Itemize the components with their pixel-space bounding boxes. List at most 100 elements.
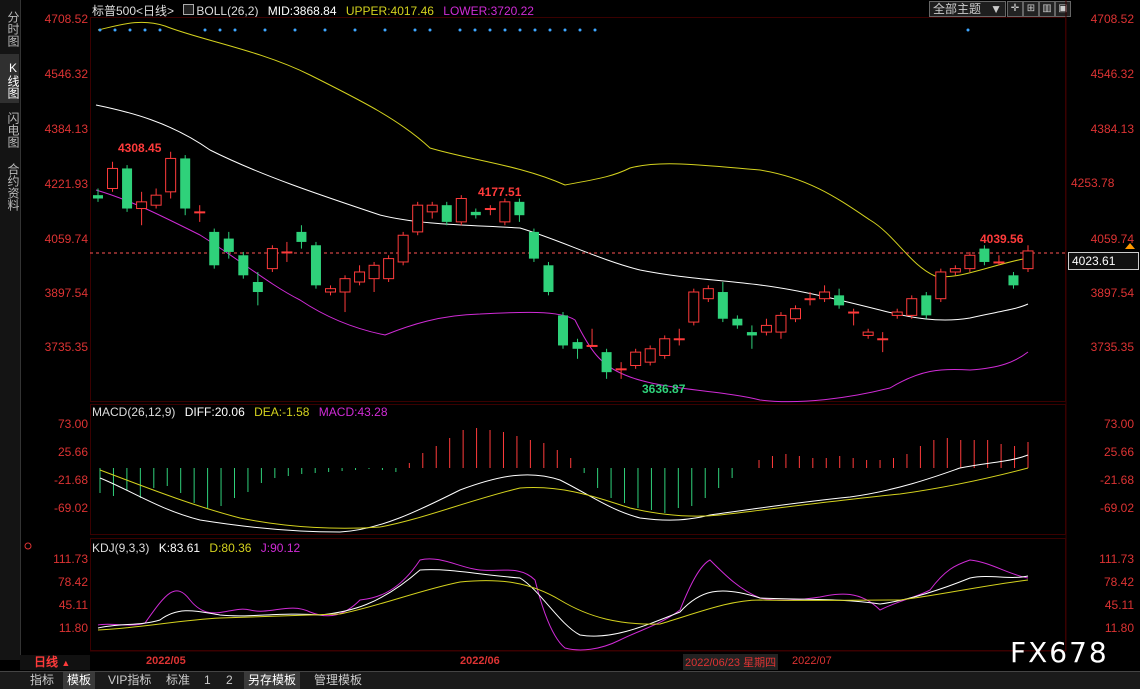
instrument-name: 标普500 xyxy=(92,4,137,18)
candle-body-down xyxy=(746,332,757,336)
signal-dot xyxy=(218,28,222,32)
candle-body-down xyxy=(572,342,583,349)
tab-templates[interactable]: 模板 xyxy=(63,672,96,689)
macd-axis-left-2: 25.66 xyxy=(57,445,88,459)
kdj-axis-left-3: 45.11 xyxy=(58,598,88,612)
main-axis-left-4: 4221.93 xyxy=(44,177,88,191)
kdj-axis-left-2: 78.42 xyxy=(57,575,88,589)
tab-standard[interactable]: 标准 xyxy=(166,673,191,687)
kdj-d-line xyxy=(97,579,1029,631)
candle-body-up xyxy=(455,198,467,223)
kdj-j: J:90.12 xyxy=(260,541,301,555)
tab-contract-info[interactable]: 合约资料 xyxy=(6,163,20,211)
candle-body-down xyxy=(558,315,568,346)
kdj-k: K:83.61 xyxy=(158,541,201,555)
candle-body-up xyxy=(804,298,816,301)
candle-body-up xyxy=(615,368,627,371)
x-label-july: 2022/07 xyxy=(792,655,832,667)
signal-dot xyxy=(233,28,237,32)
candle-body-up xyxy=(383,258,395,280)
tab-indicators[interactable]: 指标 xyxy=(30,673,55,687)
candle-body-up xyxy=(993,261,1005,264)
signal-dot xyxy=(413,28,417,32)
candlesticks xyxy=(93,151,1034,379)
macd-title[interactable]: MACD(26,12,9) xyxy=(92,405,176,419)
signal-dot xyxy=(533,28,537,32)
tab-save-template[interactable]: 另存模板 xyxy=(244,672,301,689)
candle-body-down xyxy=(834,295,845,306)
chevron-down-icon: ▼ xyxy=(990,2,1002,16)
tab-one[interactable]: 1 xyxy=(204,673,211,687)
candle-body-up xyxy=(266,248,278,270)
tab-two[interactable]: 2 xyxy=(226,673,233,687)
candle-body-up xyxy=(862,331,874,336)
period-tag: <日线> xyxy=(136,4,175,18)
candle-body-up xyxy=(586,344,598,347)
chart-canvas: 4308.45 4177.51 3636.87 4039.56 xyxy=(24,0,1135,652)
triangle-up-icon: ▲ xyxy=(61,658,71,668)
tab-timeshare[interactable]: 分时图 xyxy=(6,11,20,47)
boll-upper: UPPER:4017.46 xyxy=(345,4,434,18)
candle-body-up xyxy=(339,278,351,293)
candle-body-down xyxy=(979,248,990,262)
main-chart-header: 标普500<日线> BOLL(26,2) MID:3868.84 UPPER:4… xyxy=(92,2,540,19)
annotation-last-high: 4039.56 xyxy=(980,232,1024,246)
candle-body-up xyxy=(136,201,148,210)
left-tab-bar: 分时图 K线图 闪电图 合约资料 xyxy=(0,0,21,660)
kdj-settings-icon xyxy=(24,542,32,550)
kdj-k-line xyxy=(97,569,1029,637)
candle-body-down xyxy=(601,352,612,373)
crosshair-icon[interactable]: ✛ xyxy=(1007,1,1023,17)
boll-mid: MID:3868.84 xyxy=(267,4,337,18)
kdj-j-line xyxy=(97,558,1029,651)
signal-dot xyxy=(593,28,597,32)
signal-dot xyxy=(428,28,432,32)
candle-body-up xyxy=(165,157,177,193)
indicator-settings-icon[interactable] xyxy=(183,4,195,15)
boll-mid-line xyxy=(95,104,1029,321)
theme-select-label: 全部主题 xyxy=(933,2,982,16)
candle-body-up xyxy=(790,308,801,320)
candle-body-down xyxy=(180,158,191,209)
fullscreen-icon[interactable]: ▣ xyxy=(1055,1,1071,17)
tab-vip-indicators[interactable]: VIP指标 xyxy=(108,673,152,687)
signal-dot xyxy=(383,28,387,32)
tab-kline[interactable]: K线图 xyxy=(0,54,20,103)
tab-manage-templates[interactable]: 管理模板 xyxy=(314,673,363,687)
candle-body-up xyxy=(659,338,671,356)
layout-icon[interactable]: ▥ xyxy=(1039,1,1055,17)
theme-select[interactable]: 全部主题 ▼ xyxy=(929,1,1006,17)
main-axis-left-5: 4059.74 xyxy=(44,232,88,246)
tab-lightning[interactable]: 闪电图 xyxy=(6,112,20,148)
main-axis-left-7: 3735.35 xyxy=(44,340,88,354)
kdj-axis-label-2: 78.42 xyxy=(1103,575,1134,589)
macd-axis-left-1: 73.00 xyxy=(57,417,88,431)
signal-dot xyxy=(548,28,552,32)
macd-dea-line xyxy=(99,467,1029,529)
macd-panel-border xyxy=(90,404,1066,535)
macd-axis-label-2: 25.66 xyxy=(1103,445,1134,459)
kdj-title[interactable]: KDJ(9,3,3) xyxy=(92,541,150,555)
current-price-box: 4023.61 xyxy=(1068,252,1139,270)
kdj-axis-label-1: 111.73 xyxy=(1099,552,1134,566)
annotation-low: 3636.87 xyxy=(642,382,686,396)
candle-body-down xyxy=(93,195,103,199)
candle-body-up xyxy=(702,288,714,300)
macd-axis-label-4: -69.02 xyxy=(1099,501,1134,515)
candle-body-up xyxy=(688,291,700,323)
candle-body-up xyxy=(484,208,496,211)
candle-body-down xyxy=(296,231,307,242)
main-axis-label-7: 3735.35 xyxy=(1090,340,1134,354)
main-axis-left-3: 4384.13 xyxy=(44,122,88,136)
signal-dot xyxy=(143,28,147,32)
period-button[interactable]: 日线 ▲ xyxy=(20,655,90,670)
candle-body-up xyxy=(368,264,380,280)
indicator-name[interactable]: BOLL(26,2) xyxy=(196,4,259,18)
candle-body-up xyxy=(964,254,976,270)
signal-dot xyxy=(563,28,567,32)
add-chart-icon[interactable]: ⊞ xyxy=(1023,1,1039,17)
watermark-logo: FX678 xyxy=(1010,636,1109,669)
candle-body-down xyxy=(122,168,133,209)
signal-dot xyxy=(263,28,267,32)
signal-dot xyxy=(353,28,357,32)
